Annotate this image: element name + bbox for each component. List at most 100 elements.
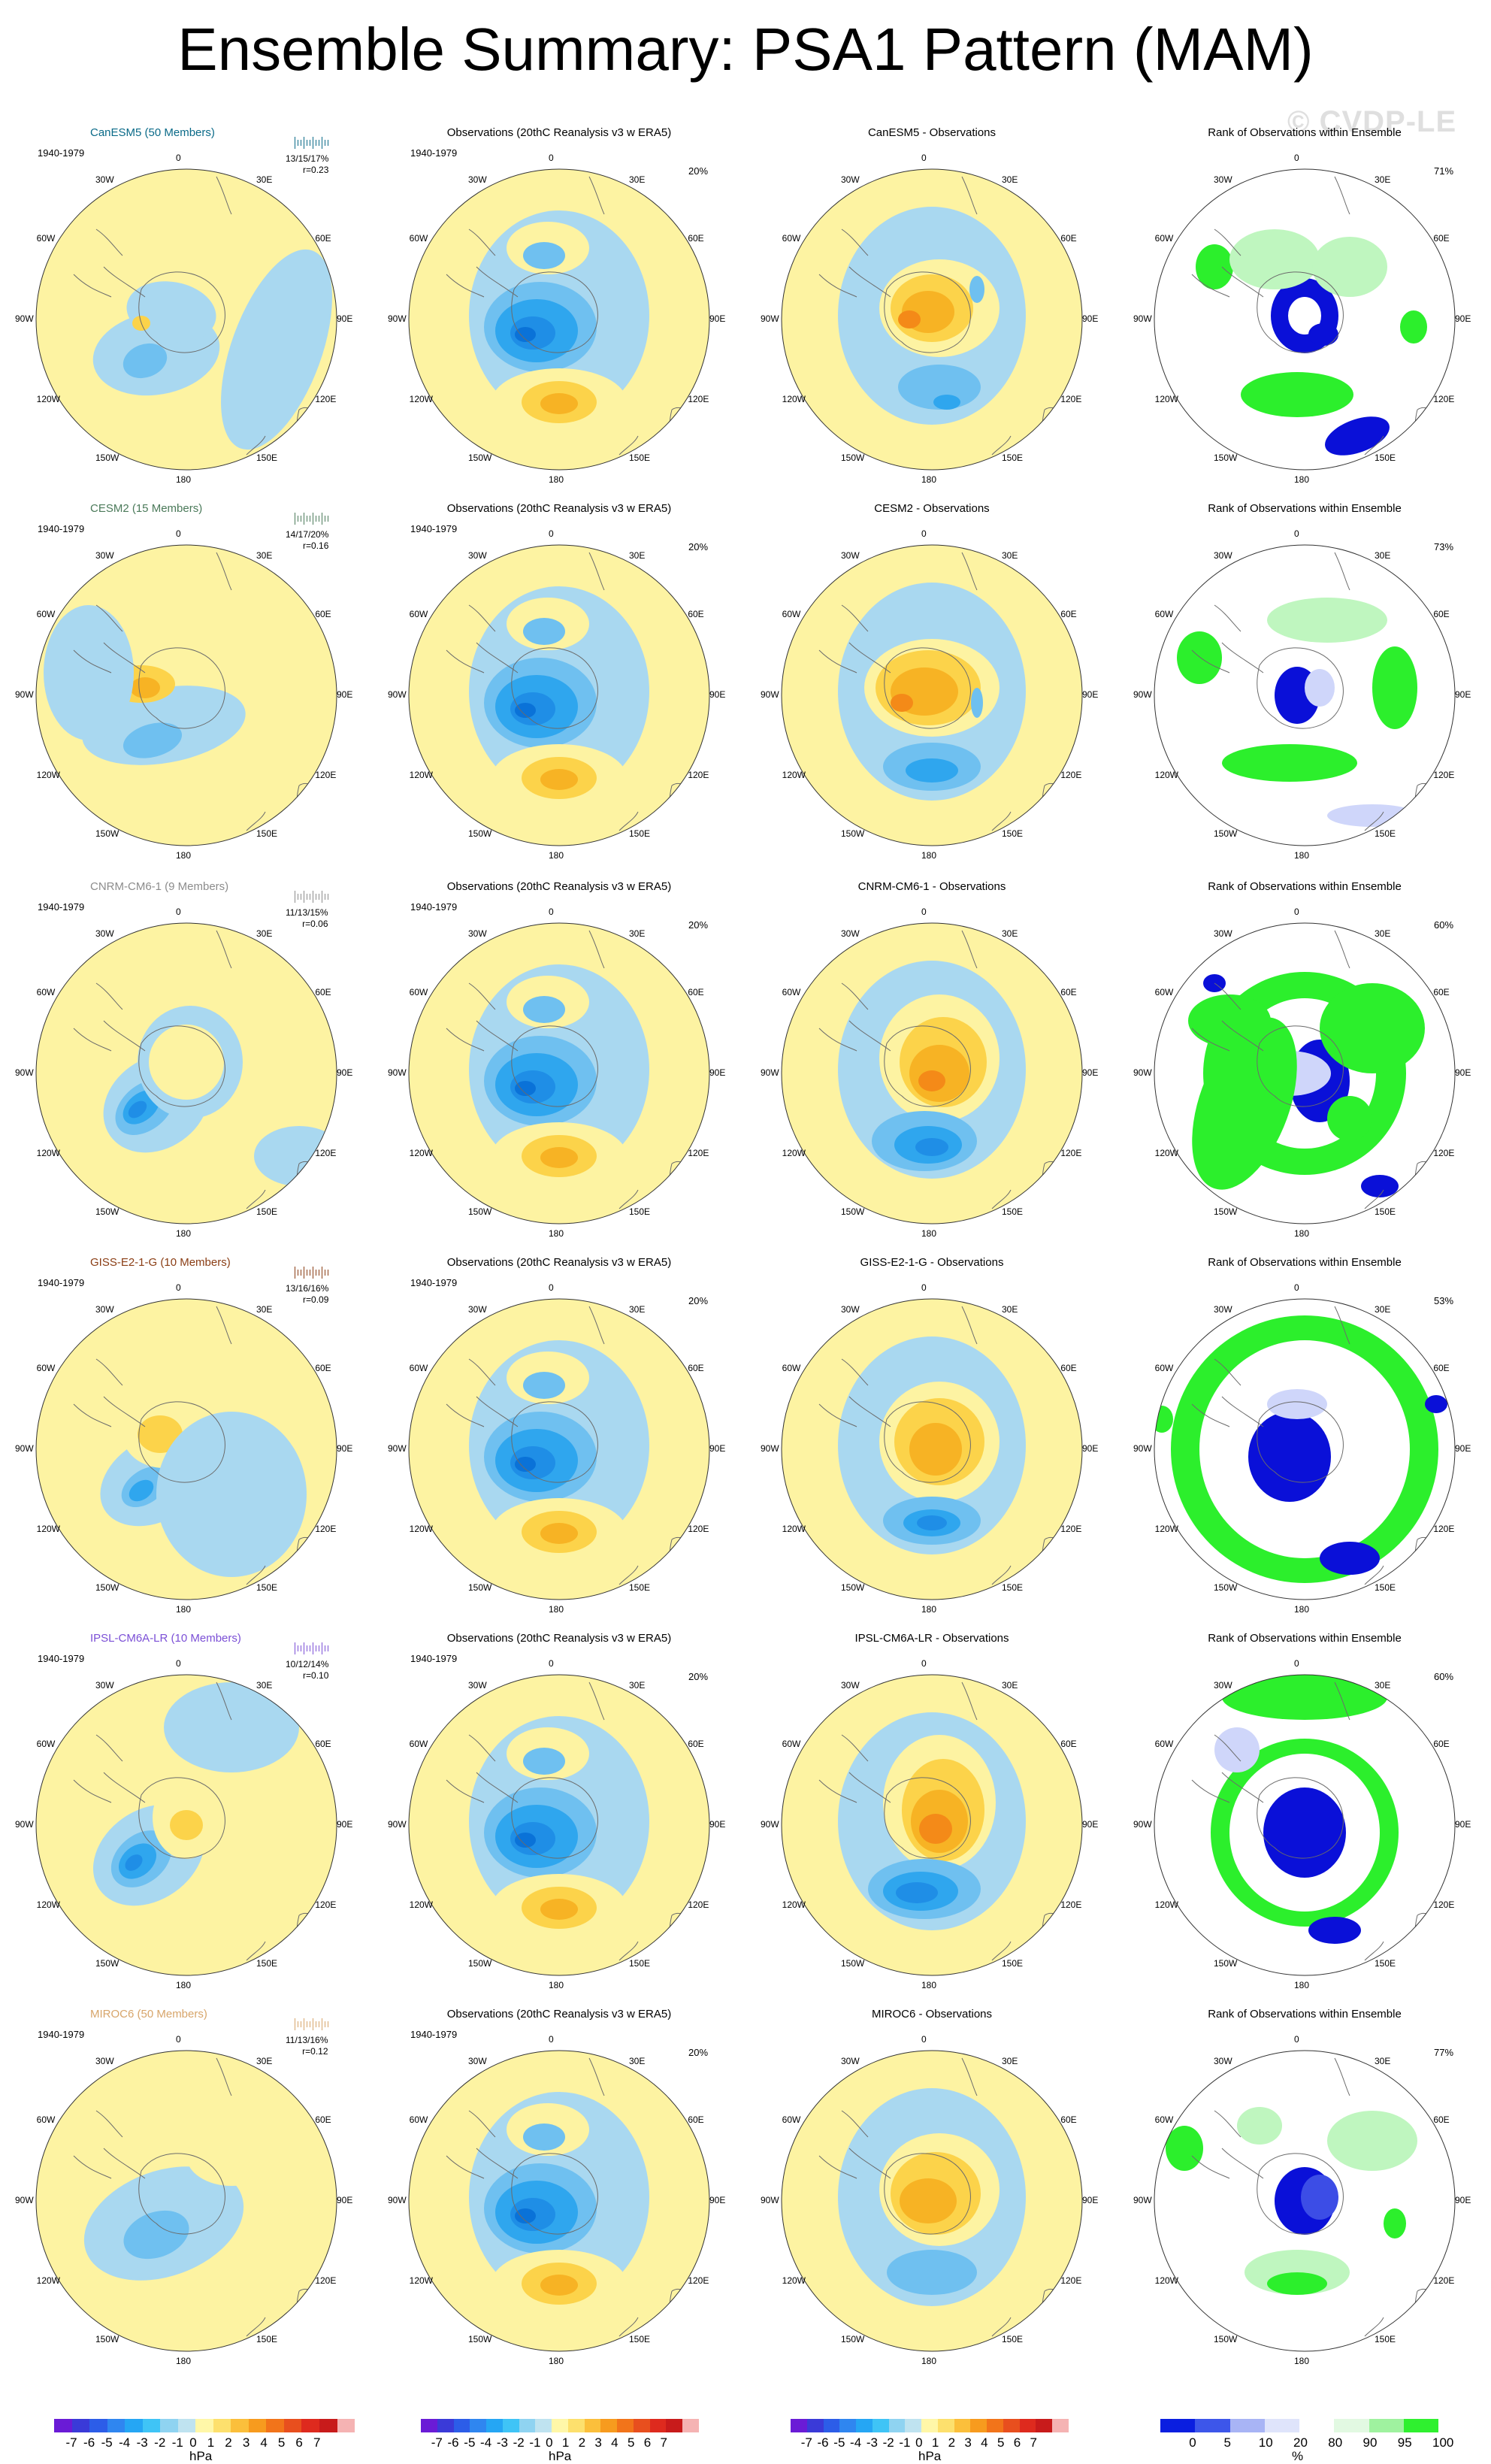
- polar-map: [35, 544, 337, 846]
- longitude-label: 120W: [409, 1148, 434, 1158]
- member-spread-ticks: [286, 889, 338, 906]
- longitude-label: 60E: [1433, 1739, 1450, 1749]
- rank-light: [1237, 2107, 1282, 2145]
- coastline: [991, 435, 1012, 456]
- colorbar-tick-label: 6: [643, 2435, 652, 2450]
- longitude-label: 180: [176, 2356, 192, 2366]
- longitude-label: 30E: [629, 928, 646, 939]
- longitude-label: 120W: [782, 1148, 806, 1158]
- coastline: [991, 1941, 1012, 1961]
- colorbar-tick-label: 7: [660, 2435, 667, 2450]
- longitude-label: 30W: [1214, 549, 1232, 561]
- longitude-label: 30E: [1002, 174, 1018, 185]
- coastline: [446, 982, 496, 1052]
- colorbar-tick-label: -3: [496, 2435, 508, 2450]
- colorbar-swatch: [301, 2419, 319, 2432]
- map-border: [408, 544, 710, 846]
- longitude-label: 90W: [388, 1067, 407, 1078]
- longitude-label: 90W: [761, 1067, 779, 1078]
- coastline: [476, 1772, 519, 1803]
- rank-high: [1327, 1096, 1372, 1141]
- longitude-label: 60E: [1433, 233, 1450, 244]
- high-core: [909, 1423, 962, 1476]
- rank-panel: Rank of Observations within Ensemble 53% 0…: [1118, 1250, 1491, 1628]
- colorbar-swatch: [649, 2419, 667, 2432]
- colorbar-tick-label: -4: [850, 2435, 862, 2450]
- colorbar-swatches: [791, 2419, 1069, 2432]
- rank-pct: 60%: [1434, 919, 1454, 931]
- rank-high: [1166, 2126, 1203, 2171]
- map-border: [35, 922, 337, 1224]
- longitude-label: 120W: [36, 394, 61, 404]
- pc-stats: 13/16/16%: [286, 1283, 329, 1294]
- model-panel: CESM2 (15 Members) 1940-1979 14/17/20% r=0.…: [0, 496, 373, 874]
- longitude-label: 90W: [15, 1443, 34, 1454]
- longitude-label: 120E: [315, 1148, 337, 1158]
- map-border: [35, 1298, 337, 1600]
- rank-low: [1301, 2175, 1338, 2220]
- longitude-label: 180: [1294, 1980, 1310, 1990]
- coastline: [1221, 2148, 1264, 2179]
- colorbar-tick-label: -2: [882, 2435, 894, 2450]
- polar-map: [781, 922, 1083, 1224]
- colorbar-swatch: [1334, 2419, 1369, 2432]
- longitude-label: 30E: [1375, 1303, 1391, 1315]
- coastline: [246, 1941, 266, 1961]
- longitude-label: 90E: [337, 1819, 353, 1830]
- colorbar-swatch: [1403, 2419, 1438, 2432]
- colorbar-tick-label: 0: [1189, 2435, 1196, 2450]
- coastline: [588, 1306, 605, 1345]
- coastline: [884, 647, 971, 729]
- longitude-label: 150E: [1002, 1958, 1024, 1969]
- colorbar-swatch: [823, 2419, 840, 2432]
- longitude-label: 90E: [337, 1443, 353, 1454]
- longitude-label: 60E: [1433, 609, 1450, 619]
- colorbar-swatch: [806, 2419, 824, 2432]
- map-field: [1154, 2051, 1455, 2351]
- longitude-label: 30W: [841, 928, 860, 939]
- colorbar-tick-label: 2: [948, 2435, 956, 2450]
- obs-variance-pct: 20%: [688, 165, 709, 177]
- obs-panel: Observations (20thC Reanalysis v3 w ERA5…: [373, 496, 746, 874]
- colorbar-swatch: [1264, 2419, 1299, 2432]
- longitude-label: 150W: [468, 1206, 492, 1218]
- coastline: [588, 930, 605, 969]
- longitude-label: 150W: [468, 1958, 492, 1969]
- low-core: [523, 242, 565, 269]
- coastline: [618, 1565, 639, 1585]
- map-border: [408, 1298, 710, 1600]
- colorbar-tick-label: -2: [513, 2435, 525, 2450]
- map-field: [782, 545, 1082, 846]
- low-core: [125, 1854, 143, 1871]
- longitude-label: 90W: [761, 1443, 779, 1454]
- low-core: [122, 722, 183, 758]
- period-label: 1940-1979: [38, 147, 85, 159]
- obs-panel: Observations (20thC Reanalysis v3 w ERA5…: [373, 1250, 746, 1628]
- coastline: [73, 982, 123, 1052]
- longitude-label: 30E: [1002, 1679, 1018, 1691]
- longitude-label: 60E: [315, 233, 331, 244]
- coastline: [216, 1682, 232, 1721]
- low-core: [515, 703, 536, 718]
- longitude-label: 150E: [629, 453, 651, 464]
- pattern-correlation: r=0.16: [303, 540, 329, 551]
- colorbar-swatch: [888, 2419, 906, 2432]
- map-field: [1154, 923, 1455, 1224]
- polar-map: [408, 922, 710, 1224]
- low-core: [523, 2123, 565, 2151]
- coastline: [511, 2153, 598, 2235]
- longitude-label: 90E: [1455, 1819, 1471, 1830]
- rank-low: [1320, 1542, 1380, 1575]
- coastline: [1334, 930, 1350, 969]
- period-label: 1940-1979: [38, 1277, 85, 1288]
- longitude-label: 90W: [761, 689, 779, 700]
- longitude-label: 120W: [782, 770, 806, 780]
- longitude-label: 90E: [1082, 1819, 1099, 1830]
- coastline: [1334, 552, 1350, 591]
- rank-high: [1188, 994, 1271, 1047]
- longitude-label: 120E: [1060, 1524, 1082, 1534]
- longitude-label: 60E: [315, 987, 331, 997]
- longitude-label: 0: [176, 2034, 181, 2045]
- longitude-label: 90W: [15, 313, 34, 324]
- map-border: [35, 168, 337, 471]
